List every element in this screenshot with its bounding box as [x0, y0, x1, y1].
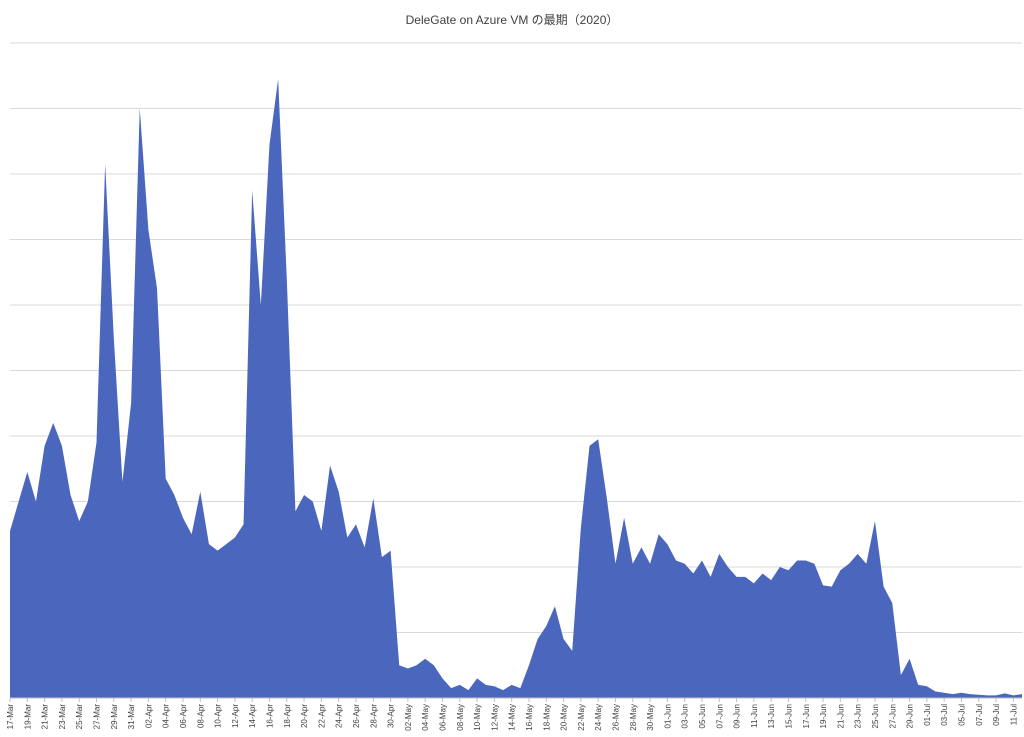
x-tick-label: 17-Mar [6, 704, 15, 730]
x-tick-label: 25-Mar [75, 704, 84, 730]
x-tick-label: 16-May [525, 704, 534, 731]
x-tick-label: 28-May [629, 704, 638, 731]
x-tick-label: 08-Apr [196, 704, 205, 728]
x-tick-label: 30-May [646, 704, 655, 731]
x-tick-label: 13-Jun [767, 704, 776, 728]
x-tick-label: 09-Jul [992, 704, 1001, 726]
x-tick-label: 22-May [577, 704, 586, 731]
x-tick-label: 14-May [508, 704, 517, 731]
x-tick-label: 21-Mar [41, 704, 50, 730]
x-tick-label: 11-Jul [1009, 704, 1018, 725]
x-axis-ticks: 17-Mar 19-Mar 21-Mar 23-Mar 25-Mar 27-Mar 29-M… [6, 698, 1018, 731]
x-tick-label: 24-Apr [335, 704, 344, 728]
x-tick-label: 18-Apr [283, 704, 292, 728]
x-tick-label: 12-Apr [231, 704, 240, 728]
x-tick-label: 05-Jul [957, 704, 966, 726]
x-tick-label: 08-May [456, 704, 465, 731]
x-tick-label: 24-May [594, 704, 603, 731]
x-tick-label: 10-May [473, 704, 482, 731]
x-tick-label: 27-Mar [92, 704, 101, 730]
x-tick-label: 30-Apr [387, 704, 396, 728]
x-tick-label: 02-Apr [144, 704, 153, 728]
x-tick-label: 31-Mar [127, 704, 136, 730]
x-tick-label: 06-Apr [179, 704, 188, 728]
x-tick-label: 15-Jun [784, 704, 793, 728]
x-tick-label: 28-Apr [369, 704, 378, 728]
x-tick-label: 09-Jun [733, 704, 742, 728]
x-tick-label: 01-Jun [663, 704, 672, 728]
x-tick-label: 19-Jun [819, 704, 828, 728]
x-tick-label: 07-Jul [975, 704, 984, 726]
x-tick-label: 10-Apr [214, 704, 223, 728]
x-tick-label: 04-Apr [162, 704, 171, 728]
x-tick-label: 03-Jul [940, 704, 949, 726]
x-tick-label: 25-Jun [871, 704, 880, 728]
x-tick-label: 16-Apr [265, 704, 274, 728]
x-tick-label: 05-Jun [698, 704, 707, 728]
x-tick-label: 19-Mar [23, 704, 32, 730]
x-tick-label: 23-Jun [854, 704, 863, 728]
x-tick-label: 23-Mar [58, 704, 67, 730]
x-tick-label: 26-Apr [352, 704, 361, 728]
x-tick-label: 14-Apr [248, 704, 257, 728]
x-tick-label: 29-Mar [110, 704, 119, 730]
x-tick-label: 27-Jun [888, 704, 897, 728]
x-tick-label: 20-Apr [300, 704, 309, 728]
x-tick-label: 04-May [421, 704, 430, 731]
x-tick-label: 01-Jul [923, 704, 932, 726]
x-tick-label: 26-May [611, 704, 620, 731]
x-tick-label: 21-Jun [836, 704, 845, 728]
x-tick-label: 20-May [560, 704, 569, 731]
chart-title: DeleGate on Azure VM の最期（2020） [406, 13, 619, 27]
x-tick-label: 03-Jun [681, 704, 690, 728]
x-tick-label: 12-May [490, 704, 499, 731]
x-tick-label: 29-Jun [906, 704, 915, 728]
x-tick-label: 17-Jun [802, 704, 811, 728]
x-tick-label: 07-Jun [715, 704, 724, 728]
x-tick-label: 02-May [404, 704, 413, 731]
x-tick-label: 11-Jun [750, 704, 759, 728]
x-tick-label: 18-May [542, 704, 551, 731]
x-tick-label: 06-May [438, 704, 447, 731]
area-series [10, 79, 1022, 698]
x-tick-label: 22-Apr [317, 704, 326, 728]
